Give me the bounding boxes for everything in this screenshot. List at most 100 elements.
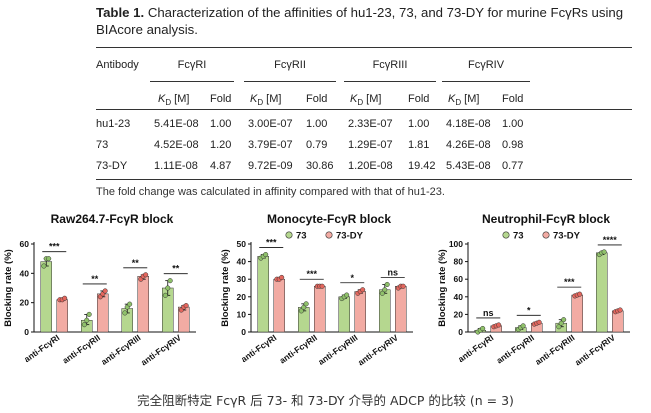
bar-73dy — [97, 293, 109, 333]
data-point — [558, 320, 564, 326]
data-point — [167, 278, 173, 284]
data-point — [556, 324, 562, 330]
y-tick-label: 40 — [20, 268, 30, 278]
cell-fold: 1.00 — [502, 118, 524, 130]
y-axis-label: Blocking rate (%) — [437, 249, 448, 327]
data-point — [601, 249, 607, 255]
bar-73dy — [137, 276, 149, 333]
cell-kd: 1.20E-08 — [348, 160, 393, 172]
cell-kd: 4.52E-08 — [154, 139, 199, 151]
data-point — [379, 290, 385, 296]
data-point — [122, 310, 128, 316]
y-tick-label: 30 — [237, 274, 247, 284]
table-top-rule — [96, 47, 632, 49]
cell-fold: 0.77 — [502, 160, 524, 172]
data-point — [480, 325, 486, 332]
subheader-fold-4: Fold — [502, 93, 524, 105]
significance-label: * — [350, 273, 354, 283]
y-tick-label: 0 — [458, 327, 463, 337]
x-category-label: anti-FcγRII — [278, 332, 319, 365]
kd-unit: [M] — [461, 93, 480, 105]
cell-fold: 1.00 — [408, 118, 430, 130]
kd-symbol: K — [158, 93, 166, 105]
bar-73 — [379, 289, 391, 333]
x-category-label: anti-FcγRIV — [356, 332, 400, 367]
legend-label-73dy: 73-DY — [553, 231, 581, 242]
cell-kd: 4.26E-08 — [446, 139, 491, 151]
x-category-label: anti-FcγRI — [22, 332, 61, 364]
chart-monocyte: Monocyte-FcγR block 73 73-DY Blocking rate … — [220, 212, 413, 367]
subheader-kd-2: KD [M] — [250, 93, 281, 107]
y-tick-label: 0 — [24, 327, 29, 337]
kd-subscript: D — [455, 98, 462, 108]
x-category-label: anti-FcγRII — [495, 332, 536, 365]
col-header-fcgr4: FcγRIV — [467, 59, 505, 71]
data-point — [81, 322, 87, 328]
cell-fold: 0.79 — [306, 139, 328, 151]
bar-73dy — [314, 285, 326, 333]
figure-caption: 完全阻断特定 FcγR 后 73- 和 73-DY 介导的 ADCP 的比较 (… — [137, 393, 514, 408]
significance-label: ** — [91, 274, 99, 284]
kd-symbol: K — [250, 93, 258, 105]
significance-label: * — [527, 305, 531, 315]
y-tick-label: 60 — [20, 239, 30, 249]
chart-title: Raw264.7-FcγR block — [51, 212, 174, 226]
table-title: Table 1. Characterization of the affinit… — [96, 4, 644, 38]
kd-subscript: D — [257, 98, 264, 108]
significance-label: ** — [132, 258, 140, 268]
x-category-label: anti-FcγRI — [456, 332, 495, 364]
group-rule-2 — [244, 81, 336, 82]
y-tick-label: 80 — [454, 257, 464, 267]
data-point — [384, 281, 390, 288]
table-header-rule — [96, 109, 632, 110]
legend-label-73dy: 73-DY — [336, 231, 364, 242]
kd-symbol: K — [350, 93, 358, 105]
cell-kd: 5.41E-08 — [154, 118, 199, 130]
y-tick-label: 10 — [237, 309, 247, 319]
chart-title: Monocyte-FcγR block — [267, 212, 391, 226]
y-tick-label: 40 — [237, 257, 247, 267]
cell-fold: 1.20 — [210, 139, 232, 151]
cell-kd: 3.00E-07 — [248, 118, 293, 130]
col-header-antibody: Antibody — [96, 59, 139, 71]
bar-73dy — [395, 285, 407, 333]
table-caption-text: Characterization of the affinities of hu… — [96, 5, 624, 37]
data-point — [520, 323, 526, 329]
x-category-label: anti-FcγRIII — [316, 332, 359, 366]
y-tick-label: 20 — [237, 292, 247, 302]
data-point — [102, 288, 108, 294]
y-tick-label: 50 — [237, 239, 247, 249]
row-antibody-name: 73-DY — [96, 160, 128, 172]
cell-fold: 0.98 — [502, 139, 524, 151]
significance-label: ns — [387, 267, 398, 277]
cell-fold: 4.87 — [210, 160, 232, 172]
significance-label: **** — [603, 235, 618, 245]
legend-label-73: 73 — [513, 231, 524, 242]
data-point — [382, 287, 388, 293]
kd-unit: [M] — [171, 93, 190, 105]
bar-73dy — [56, 299, 68, 333]
cell-fold: 1.00 — [306, 118, 328, 130]
subheader-fold-1: Fold — [210, 93, 232, 105]
bar-73dy — [273, 278, 285, 333]
table-label: Table 1. — [96, 5, 145, 20]
cell-fold: 30.86 — [306, 160, 334, 172]
legend-marker-73 — [285, 231, 293, 239]
cell-kd: 2.33E-07 — [348, 118, 393, 130]
x-category-label: anti-FcγRIII — [533, 332, 576, 366]
subheader-kd-4: KD [M] — [448, 93, 479, 107]
kd-unit: [M] — [263, 93, 282, 105]
y-tick-label: 40 — [454, 292, 464, 302]
data-point — [617, 307, 623, 313]
cell-fold: 19.42 — [408, 160, 436, 172]
col-header-fcgr1: FcγRI — [177, 59, 207, 71]
data-point — [577, 291, 583, 297]
data-point — [303, 301, 309, 307]
data-point — [301, 304, 307, 310]
group-rule-1 — [150, 81, 234, 82]
cell-fold: 1.00 — [210, 118, 232, 130]
cell-kd: 4.18E-08 — [446, 118, 491, 130]
group-rule-4 — [442, 81, 530, 82]
legend-marker-73dy — [542, 231, 550, 239]
table-bottom-rule — [96, 179, 632, 181]
